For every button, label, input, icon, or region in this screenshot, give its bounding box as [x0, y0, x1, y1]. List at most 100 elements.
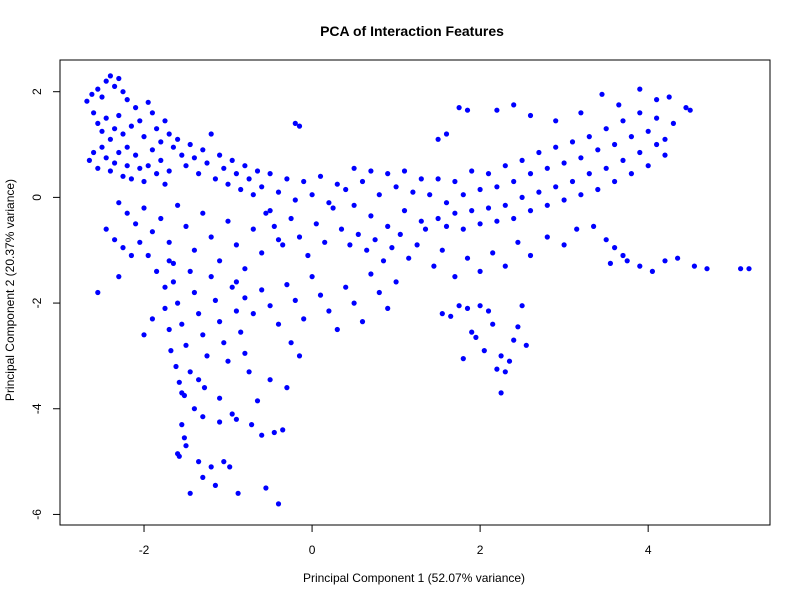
data-point: [343, 284, 349, 290]
data-point: [250, 226, 256, 232]
data-point: [607, 260, 614, 266]
data-point: [103, 115, 109, 121]
data-point: [259, 287, 265, 293]
data-point: [145, 163, 151, 169]
data-point: [498, 353, 504, 359]
data-point: [296, 123, 303, 129]
data-point: [145, 252, 151, 259]
data-point: [292, 120, 298, 126]
data-point: [196, 459, 202, 465]
data-point: [242, 350, 248, 356]
data-point: [116, 75, 122, 82]
data-point: [149, 147, 155, 153]
data-point: [124, 97, 130, 103]
data-point: [683, 105, 689, 111]
data-point: [208, 464, 214, 470]
data-point: [704, 266, 710, 272]
data-point: [519, 157, 525, 163]
x-tick-label: 0: [309, 543, 316, 557]
data-point: [221, 459, 227, 465]
data-point: [249, 422, 255, 428]
data-point: [208, 131, 214, 137]
data-point: [393, 184, 399, 190]
data-point: [187, 490, 193, 496]
data-point: [242, 266, 248, 272]
data-point: [254, 168, 261, 174]
data-point: [284, 176, 290, 182]
data-point: [670, 120, 677, 126]
data-point: [662, 258, 668, 264]
data-point: [439, 247, 445, 253]
data-point: [401, 168, 408, 174]
data-point: [288, 340, 294, 346]
data-point: [490, 250, 496, 256]
data-point: [603, 237, 609, 243]
data-point: [368, 271, 374, 277]
data-point: [112, 83, 118, 89]
data-point: [456, 303, 462, 309]
data-point: [242, 295, 248, 301]
data-point: [452, 178, 458, 185]
data-point: [154, 268, 160, 274]
data-point: [95, 165, 101, 171]
data-point: [309, 192, 315, 198]
data-point: [124, 163, 130, 169]
data-point: [162, 284, 168, 290]
data-point: [628, 134, 635, 140]
data-point: [464, 255, 471, 261]
data-point: [628, 171, 635, 177]
data-point: [401, 208, 408, 214]
data-point: [372, 237, 378, 243]
data-point: [305, 252, 311, 259]
data-point: [246, 176, 252, 182]
data-point: [292, 197, 298, 203]
data-point: [637, 263, 643, 269]
data-point: [250, 192, 256, 198]
data-point: [149, 316, 155, 322]
data-point: [443, 131, 450, 137]
data-point: [95, 120, 101, 126]
data-point: [343, 186, 349, 193]
data-point: [191, 155, 197, 161]
data-point: [120, 173, 126, 179]
data-point: [191, 289, 197, 296]
data-point: [452, 274, 458, 280]
data-point: [435, 136, 441, 142]
data-point: [334, 181, 340, 187]
data-point: [229, 284, 235, 290]
data-point: [359, 178, 366, 185]
data-point: [561, 242, 567, 248]
y-tick-label: 0: [30, 194, 44, 201]
data-point: [128, 123, 134, 129]
data-point: [675, 255, 681, 261]
data-point: [317, 173, 324, 179]
data-point: [221, 165, 227, 171]
data-point: [502, 202, 508, 208]
data-point: [443, 200, 450, 206]
data-point: [267, 208, 273, 214]
data-point: [170, 260, 176, 266]
data-point: [326, 308, 332, 314]
data-point: [137, 165, 143, 171]
data-point: [166, 239, 172, 245]
data-point: [84, 98, 90, 104]
data-point: [313, 221, 319, 227]
data-point: [124, 210, 130, 216]
data-point: [347, 242, 353, 248]
data-point: [443, 223, 450, 229]
data-point: [225, 358, 231, 364]
data-point: [317, 292, 324, 298]
chart-title: PCA of Interaction Features: [320, 23, 504, 39]
data-point: [477, 186, 483, 193]
data-point: [246, 369, 252, 375]
data-point: [296, 353, 303, 359]
data-point: [649, 268, 656, 274]
data-point: [351, 165, 357, 171]
data-point: [473, 334, 479, 340]
data-point: [263, 210, 269, 216]
data-point: [158, 157, 164, 163]
data-point: [91, 149, 97, 156]
data-point: [637, 86, 643, 92]
data-point: [586, 171, 592, 177]
data-point: [200, 332, 206, 338]
